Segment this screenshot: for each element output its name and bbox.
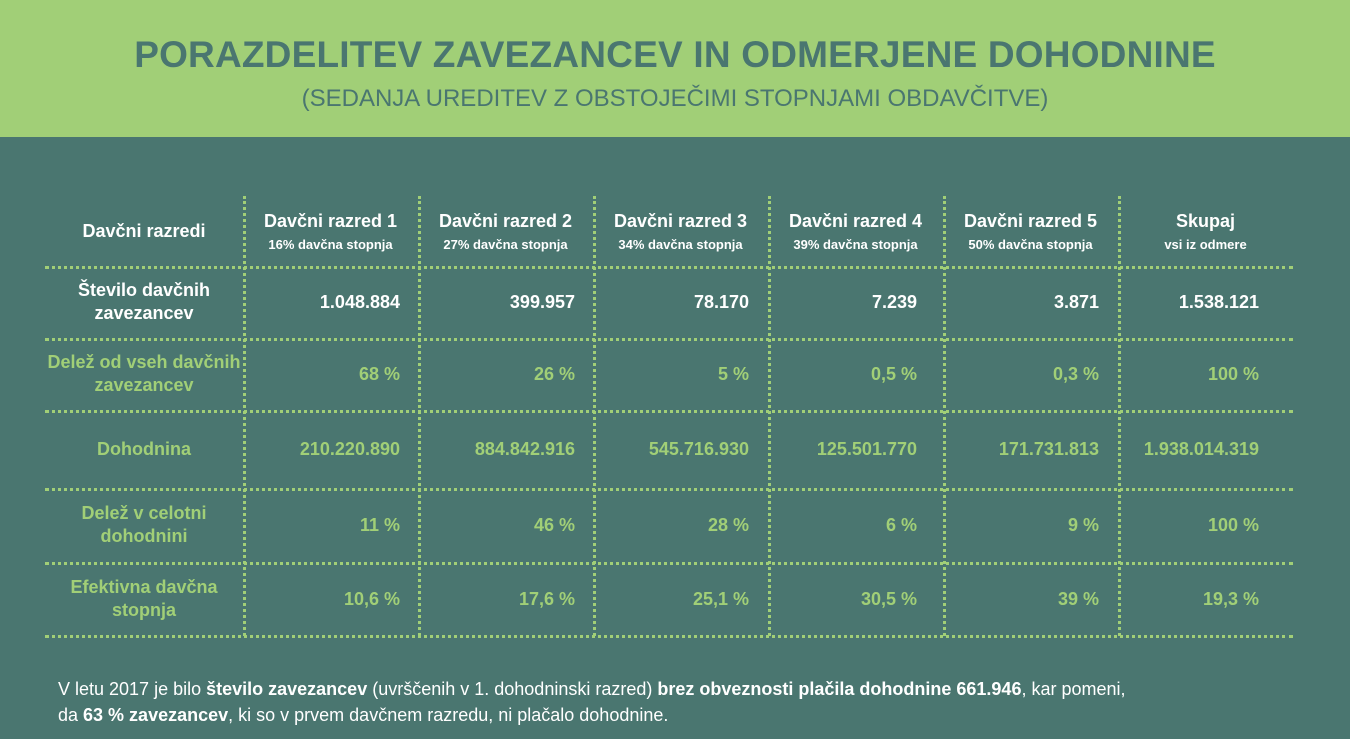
corner-label: Davčni razredi (82, 220, 206, 241)
column-header-title: Skupaj (1175, 210, 1236, 231)
table-cell: 100 % (1207, 363, 1259, 384)
row-divider (45, 266, 1293, 269)
footer-bold: 63 % zavezancev (83, 705, 229, 725)
table-cell: 5 % (717, 363, 749, 384)
row-label: Efektivna davčna stopnja (70, 577, 218, 620)
table-cell: 10,6 % (343, 588, 400, 609)
column-header-title: Davčni razred 4 (788, 210, 923, 231)
column-header-subtitle: 39% davčna stopnja (793, 236, 918, 252)
footer-text: da (58, 705, 84, 725)
table-cell: 399.957 (509, 291, 575, 312)
column-divider (593, 196, 596, 636)
column-header-subtitle: vsi iz odmere (1164, 236, 1247, 252)
column-divider (243, 196, 246, 636)
table-cell: 545.716.930 (648, 438, 749, 459)
column-header-title: Davčni razred 5 (963, 210, 1098, 231)
table-cell: 1.938.014.319 (1143, 438, 1259, 459)
table-cell: 68 % (358, 363, 400, 384)
table-cell: 171.731.813 (998, 438, 1099, 459)
table-cell: 11 % (359, 514, 400, 535)
footer-text: , kar pomeni, (1021, 679, 1126, 699)
header-banner: PORAZDELITEV ZAVEZANCEV IN ODMERJENE DOH… (0, 0, 1350, 137)
table-cell: 78.170 (693, 291, 749, 312)
table-cell: 100 % (1207, 514, 1259, 535)
row-divider (45, 410, 1293, 413)
column-header-subtitle: 27% davčna stopnja (443, 236, 568, 252)
footer-text: , ki so v prvem davčnem razredu, ni plač… (228, 705, 669, 725)
column-divider (768, 196, 771, 636)
row-divider (45, 635, 1293, 638)
column-header: Davčni razred 5 50% davčna stopnja (943, 196, 1118, 266)
column-header-subtitle: 16% davčna stopnja (268, 236, 393, 252)
column-header: Davčni razred 4 39% davčna stopnja (768, 196, 943, 266)
table-cell: 28 % (707, 514, 749, 535)
row-divider (45, 488, 1293, 491)
column-divider (943, 196, 946, 636)
column-header-title: Davčni razred 1 (263, 210, 398, 231)
row-label: Delež od vseh davčnih zavezancev (47, 352, 241, 395)
table-cell: 0,5 % (870, 363, 917, 384)
row-divider (45, 338, 1293, 341)
table-cell: 0,3 % (1052, 363, 1099, 384)
row-label: Število davčnih zavezancev (77, 280, 211, 323)
table-cell: 46 % (533, 514, 575, 535)
column-header: Davčni razred 2 27% davčna stopnja (418, 196, 593, 266)
table-cell: 1.538.121 (1178, 291, 1259, 312)
column-header: Davčni razred 1 16% davčna stopnja (243, 196, 418, 266)
row-label: Dohodnina (97, 438, 191, 459)
column-header-subtitle: 50% davčna stopnja (968, 236, 1093, 252)
table-cell: 17,6 % (518, 588, 575, 609)
column-header-subtitle: 34% davčna stopnja (618, 236, 743, 252)
table-cell: 884.842.916 (474, 438, 575, 459)
table-cell: 1.048.884 (319, 291, 400, 312)
table-cell: 210.220.890 (299, 438, 400, 459)
column-header: Skupaj vsi iz odmere (1118, 196, 1293, 266)
table-cell: 6 % (885, 514, 917, 535)
row-label: Delež v celotni dohodnini (81, 503, 207, 546)
footer-text: V letu 2017 je bilo (58, 679, 207, 699)
column-divider (1118, 196, 1121, 636)
table-cell: 26 % (533, 363, 575, 384)
page-subtitle: (SEDANJA UREDITEV Z OBSTOJEČIMI STOPNJAM… (301, 85, 1049, 112)
column-divider (418, 196, 421, 636)
column-header-title: Davčni razred 3 (613, 210, 748, 231)
footer-note: V letu 2017 je bilo število zavezancev (… (58, 676, 1318, 728)
footer-bold: število zavezancev (206, 679, 368, 699)
table-cell: 9 % (1067, 514, 1099, 535)
table-cell: 25,1 % (692, 588, 749, 609)
footer-bold: brez obveznosti plačila dohodnine 661.94… (657, 679, 1022, 699)
table-cell: 125.501.770 (816, 438, 917, 459)
column-header: Davčni razred 3 34% davčna stopnja (593, 196, 768, 266)
table-cell: 39 % (1057, 588, 1099, 609)
table-cell: 7.239 (871, 291, 917, 312)
table-cell: 3.871 (1053, 291, 1099, 312)
row-divider (45, 562, 1293, 565)
table-cell: 30,5 % (860, 588, 917, 609)
column-header-title: Davčni razred 2 (438, 210, 573, 231)
table-cell: 19,3 % (1202, 588, 1259, 609)
page-title: PORAZDELITEV ZAVEZANCEV IN ODMERJENE DOH… (134, 34, 1216, 75)
footer-text: (uvrščenih v 1. dohodninski razred) (367, 679, 658, 699)
